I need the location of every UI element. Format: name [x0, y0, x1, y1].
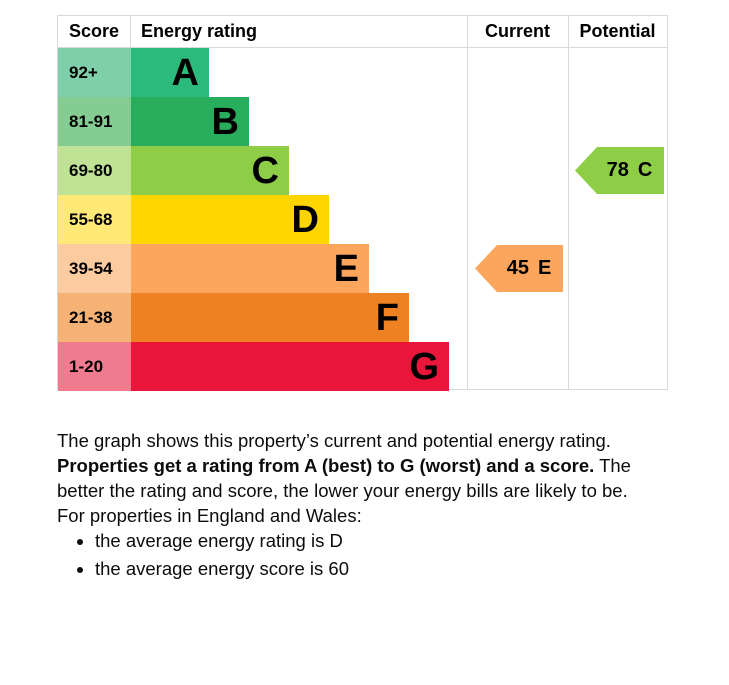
potential-column-divider — [568, 16, 569, 389]
average-rating-item: the average energy rating is D — [95, 528, 669, 553]
header-score: Score — [58, 16, 131, 47]
band-bar-g: G — [131, 342, 449, 391]
potential-band-letter: C — [637, 159, 653, 181]
score-range-f: 21-38 — [58, 293, 131, 342]
header-energy-rating: Energy rating — [141, 21, 258, 41]
current-band-letter: E — [537, 257, 552, 279]
score-range-g: 1-20 — [58, 342, 131, 391]
averages-list: the average energy rating is D the avera… — [57, 528, 669, 581]
rating-explanation-rest: The better the rating and score, the low… — [57, 455, 631, 501]
band-bar-f: F — [131, 293, 409, 342]
epc-rating-chart: Score Energy rating Current Potential 92… — [57, 15, 668, 391]
band-row-f: 21-38 F — [58, 293, 667, 342]
average-score-item: the average energy score is 60 — [95, 556, 669, 581]
current-column-divider — [467, 16, 468, 389]
band-row-d: 55-68 D — [58, 195, 667, 244]
band-row-a: 92+ A — [58, 48, 667, 97]
rating-explanation-bold: Properties get a rating from A (best) to… — [57, 455, 595, 476]
band-row-e: 39-54 E — [58, 244, 667, 293]
band-row-c: 69-80 C — [58, 146, 667, 195]
region-paragraph: For properties in England and Wales: — [57, 505, 362, 526]
band-row-g: 1-20 G — [58, 342, 667, 391]
band-bar-c: C — [131, 146, 289, 195]
current-score: 45 — [506, 257, 529, 279]
band-letter-b: B — [211, 100, 239, 143]
header-potential: Potential — [579, 21, 656, 41]
score-range-d: 55-68 — [58, 195, 131, 244]
score-range-a: 92+ — [58, 48, 131, 97]
score-range-c: 69-80 — [58, 146, 131, 195]
band-row-b: 81-91 B — [58, 97, 667, 146]
potential-rating-arrow: 78 C — [575, 147, 664, 194]
band-letter-f: F — [375, 296, 399, 339]
band-letter-c: C — [251, 149, 279, 192]
header-current: Current — [484, 21, 550, 41]
chart-header-row: Score Energy rating Current Potential — [58, 16, 667, 48]
rating-explanation-paragraph: Properties get a rating from A (best) to… — [57, 453, 669, 503]
band-letter-a: A — [171, 51, 199, 94]
band-letter-e: E — [333, 247, 359, 290]
band-letter-d: D — [291, 198, 319, 241]
band-bar-e: E — [131, 244, 369, 293]
band-letter-g: G — [409, 345, 439, 388]
score-range-e: 39-54 — [58, 244, 131, 293]
band-bar-a: A — [131, 48, 209, 97]
graph-summary-paragraph: The graph shows this property’s current … — [57, 430, 611, 451]
epc-chart-bands: 92+ A 81-91 B 69-80 C 55-68 D 39-54 E 21-38 F 1-20 G — [58, 48, 667, 391]
band-bar-b: B — [131, 97, 249, 146]
chart-description: The graph shows this property’s current … — [57, 428, 669, 584]
potential-score: 78 — [606, 159, 629, 181]
score-range-b: 81-91 — [58, 97, 131, 146]
band-bar-d: D — [131, 195, 329, 244]
